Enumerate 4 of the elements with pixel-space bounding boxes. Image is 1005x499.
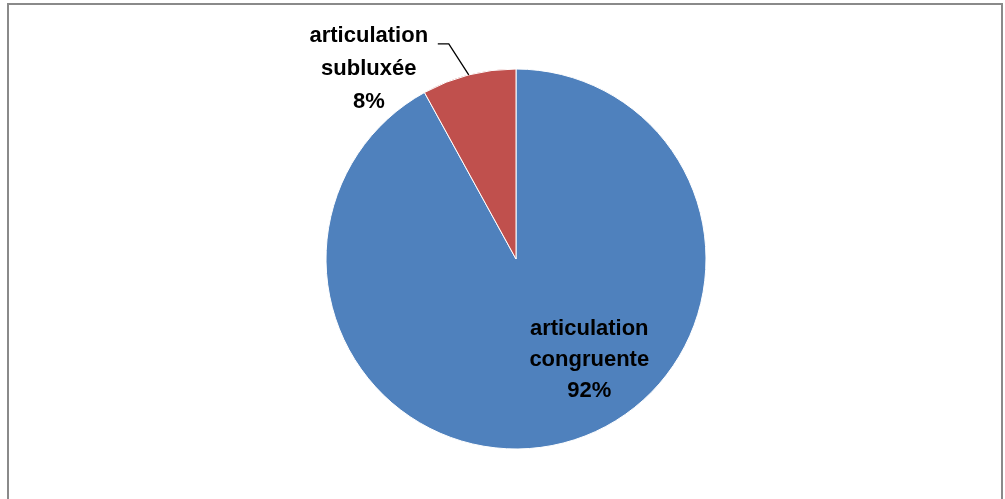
slice-label: articulation congruente [529,314,650,371]
slice-label: articulation subluxée [309,21,429,80]
data-label: 92% [567,376,612,402]
data-label: 8% [352,87,385,113]
